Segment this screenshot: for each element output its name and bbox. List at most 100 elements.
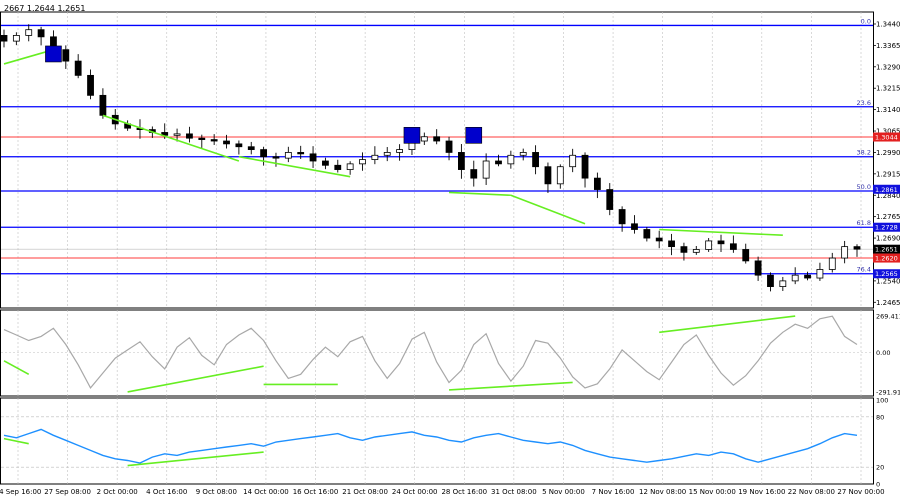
- candle-body: [346, 163, 354, 170]
- candle-body: [631, 223, 638, 230]
- candle-body: [223, 140, 230, 145]
- rsi-trendline: [127, 451, 264, 467]
- cci-panel-frame: [0, 309, 874, 397]
- candle-body: [396, 149, 403, 153]
- candle-body: [816, 269, 824, 279]
- candle-body: [383, 152, 391, 156]
- price-trendline: [238, 155, 351, 178]
- candle-body: [742, 249, 750, 262]
- x-tick-label: 12 Nov 08:00: [639, 488, 686, 496]
- ohlc-readout: 2667 1.2644 1.2651: [4, 4, 85, 13]
- rsi-trendline: [3, 437, 29, 445]
- candle-body: [420, 136, 428, 142]
- x-tick-label: 4 Oct 16:00: [146, 488, 187, 496]
- price-box-label: 1.2565: [875, 270, 898, 278]
- candle-body: [643, 229, 651, 239]
- candle-body: [359, 159, 366, 165]
- candle-body: [260, 149, 268, 158]
- x-tick-label: 9 Oct 08:00: [196, 488, 237, 496]
- candle-body: [828, 257, 836, 270]
- x-tick-label: 19 Nov 16:00: [738, 488, 785, 496]
- candle-body: [593, 177, 601, 190]
- candle-body: [272, 156, 280, 159]
- candle-body: [705, 240, 713, 250]
- level-lines-layer: 0.0 23.6 38.2 50.0 61.8 76.4: [1, 17, 873, 275]
- price-box: [873, 253, 900, 263]
- fib-level-label: 50.0: [857, 183, 871, 191]
- candle-body: [581, 154, 589, 179]
- x-tick-label: 7 Nov 16:00: [592, 488, 635, 496]
- cci-layer: [1, 315, 873, 389]
- candle-body: [458, 152, 465, 170]
- x-tick-label: 27 Nov 00:00: [837, 488, 884, 496]
- x-tick-label: 5 Nov 00:00: [542, 488, 585, 496]
- cci-trendline: [659, 315, 796, 334]
- candle-body: [186, 133, 193, 139]
- candle-body: [482, 160, 490, 179]
- y-tick-label: 1.2990: [876, 149, 900, 157]
- signal-marker: [403, 127, 421, 144]
- grid-layer: [0, 11, 874, 485]
- candle-body: [0, 35, 8, 42]
- candle-body: [717, 240, 725, 245]
- candle-body: [519, 152, 527, 156]
- x-tick-label: 24 Oct 00:00: [392, 488, 438, 496]
- candle-body: [198, 137, 206, 140]
- candles-layer: [0, 24, 861, 292]
- price-box-label: 1.2728: [875, 224, 898, 232]
- candle-body: [767, 274, 774, 287]
- trendlines-layer: [3, 48, 796, 467]
- candle-body: [791, 274, 799, 282]
- price-box: [873, 184, 900, 194]
- y-tick-label: 1.2765: [876, 213, 900, 221]
- cci-y-tick-label: 269.4111: [876, 313, 900, 321]
- candle-body: [556, 166, 564, 185]
- candle-body: [173, 133, 181, 136]
- rsi-y-tick-label: 0: [876, 481, 880, 489]
- fib-level-label: 38.2: [857, 149, 871, 157]
- cci-trendline: [127, 365, 264, 393]
- candle-body: [37, 29, 45, 38]
- y-tick-label: 1.3365: [876, 42, 900, 50]
- x-tick-label: 16 Oct 16:00: [293, 488, 339, 496]
- x-tick-label: 31 Oct 08:00: [491, 488, 537, 496]
- x-tick-label: 2 Oct 00:00: [97, 488, 138, 496]
- candle-body: [25, 29, 33, 36]
- fib-level-label: 61.8: [857, 219, 871, 227]
- cci-series-line: [3, 315, 858, 389]
- candle-body: [618, 209, 626, 225]
- y-tick-label: 1.3290: [876, 63, 900, 71]
- x-tick-label: 27 Sep 08:00: [44, 488, 91, 496]
- price-panel-frame: [0, 11, 874, 309]
- candle-body: [804, 274, 811, 279]
- y-tick-label: 1.3215: [876, 85, 900, 93]
- candle-body: [779, 280, 787, 287]
- candle-body: [655, 237, 663, 242]
- candle-body: [371, 154, 379, 160]
- y-tick-label: 1.2690: [876, 235, 900, 243]
- price-box-label: 1.3044: [875, 134, 898, 142]
- x-tick-label: 15 Nov 00:00: [689, 488, 736, 496]
- candle-body: [297, 152, 305, 155]
- cci-trendline: [448, 381, 573, 391]
- x-tick-label: 21 Oct 08:00: [342, 488, 388, 496]
- candle-body: [433, 136, 441, 142]
- price-box: [873, 222, 900, 232]
- price-box: [873, 132, 900, 142]
- price-trendline: [510, 194, 586, 225]
- y-tick-label: 1.3065: [876, 128, 900, 136]
- candle-body: [445, 140, 453, 153]
- signal-marker: [465, 127, 483, 144]
- candle-body: [334, 164, 342, 170]
- y-tick-label: 1.2540: [876, 277, 900, 285]
- fib-level-label: 76.4: [857, 266, 871, 274]
- cci-y-tick-label: 0.00: [876, 349, 890, 357]
- fib-level-label: 23.6: [857, 99, 871, 107]
- candle-body: [569, 154, 577, 168]
- rsi-y-tick-label: 20: [876, 464, 884, 472]
- price-trendline: [102, 114, 240, 162]
- x-tick-label: 14 Oct 00:00: [243, 488, 289, 496]
- candle-body: [606, 189, 614, 210]
